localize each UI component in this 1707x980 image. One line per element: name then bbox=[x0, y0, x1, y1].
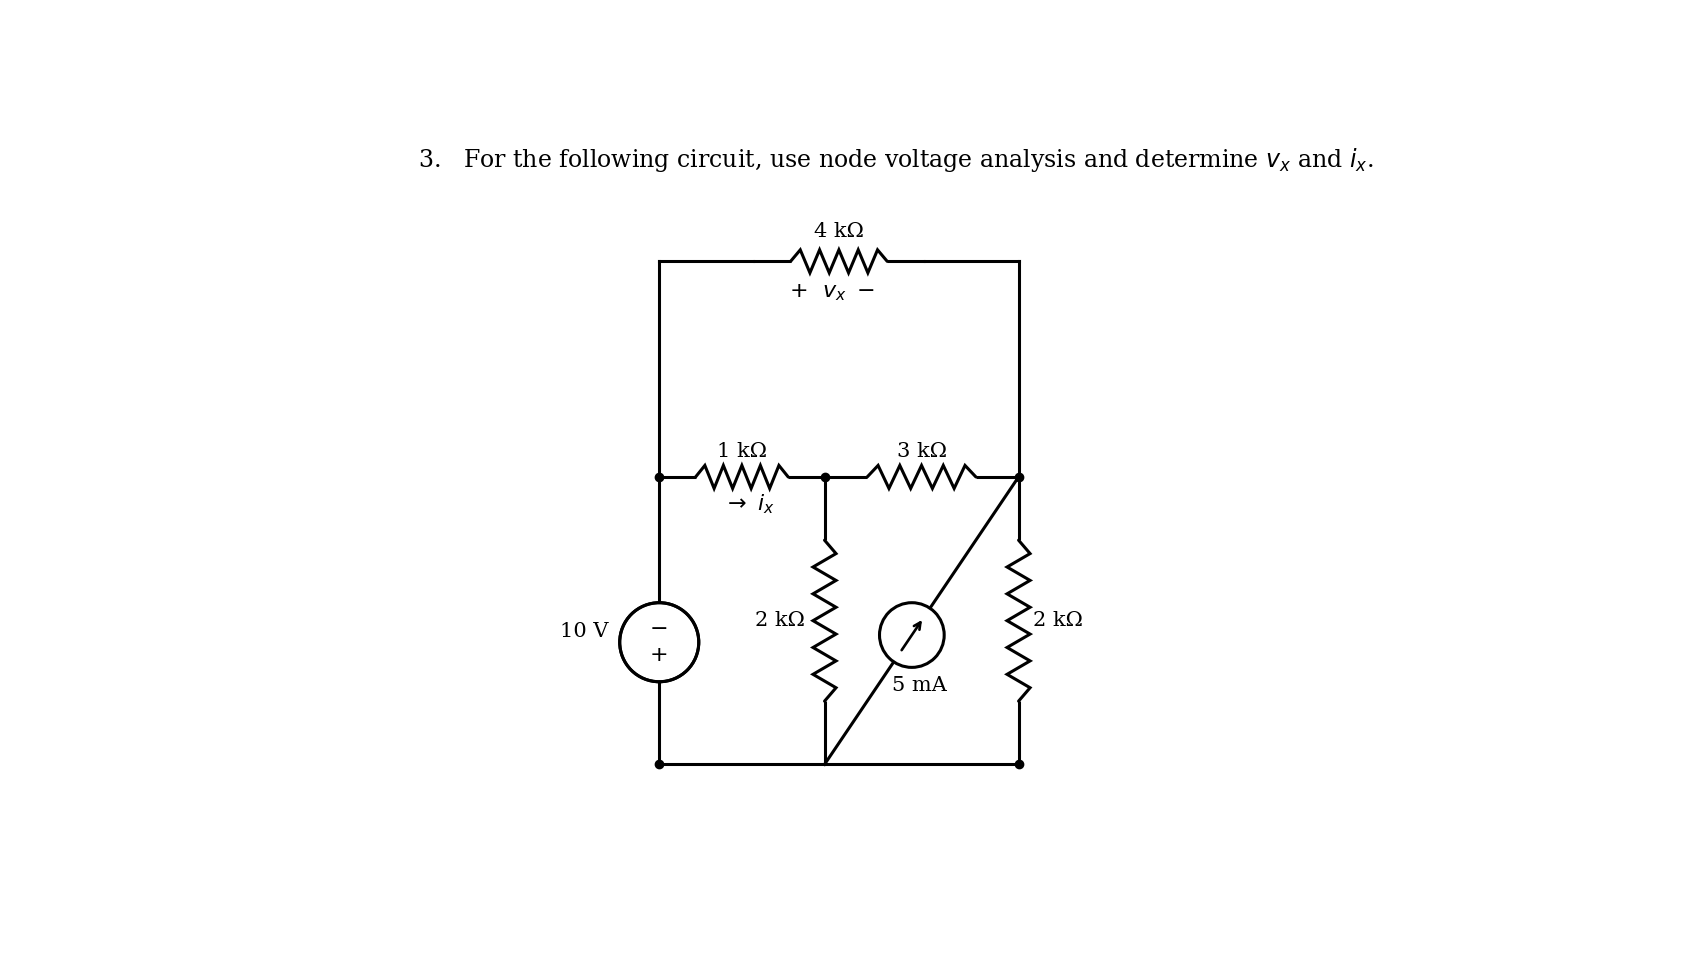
Text: 2 kΩ: 2 kΩ bbox=[1033, 612, 1082, 630]
Text: 2 kΩ: 2 kΩ bbox=[754, 612, 804, 630]
Text: $+\ \ v_x\ -$: $+\ \ v_x\ -$ bbox=[789, 281, 874, 304]
Text: 3 kΩ: 3 kΩ bbox=[896, 442, 947, 462]
Text: 3.   For the following circuit, use node voltage analysis and determine $v_x$ an: 3. For the following circuit, use node v… bbox=[418, 146, 1374, 174]
Text: 5 mA: 5 mA bbox=[891, 676, 946, 695]
Circle shape bbox=[620, 603, 698, 682]
Circle shape bbox=[879, 603, 944, 667]
Text: −: − bbox=[650, 619, 669, 639]
Text: 4 kΩ: 4 kΩ bbox=[814, 222, 864, 241]
Text: 1 kΩ: 1 kΩ bbox=[717, 442, 766, 462]
Text: +: + bbox=[650, 645, 669, 665]
Text: 10 V: 10 V bbox=[560, 622, 609, 641]
Text: $\rightarrow\ i_x$: $\rightarrow\ i_x$ bbox=[724, 493, 775, 516]
